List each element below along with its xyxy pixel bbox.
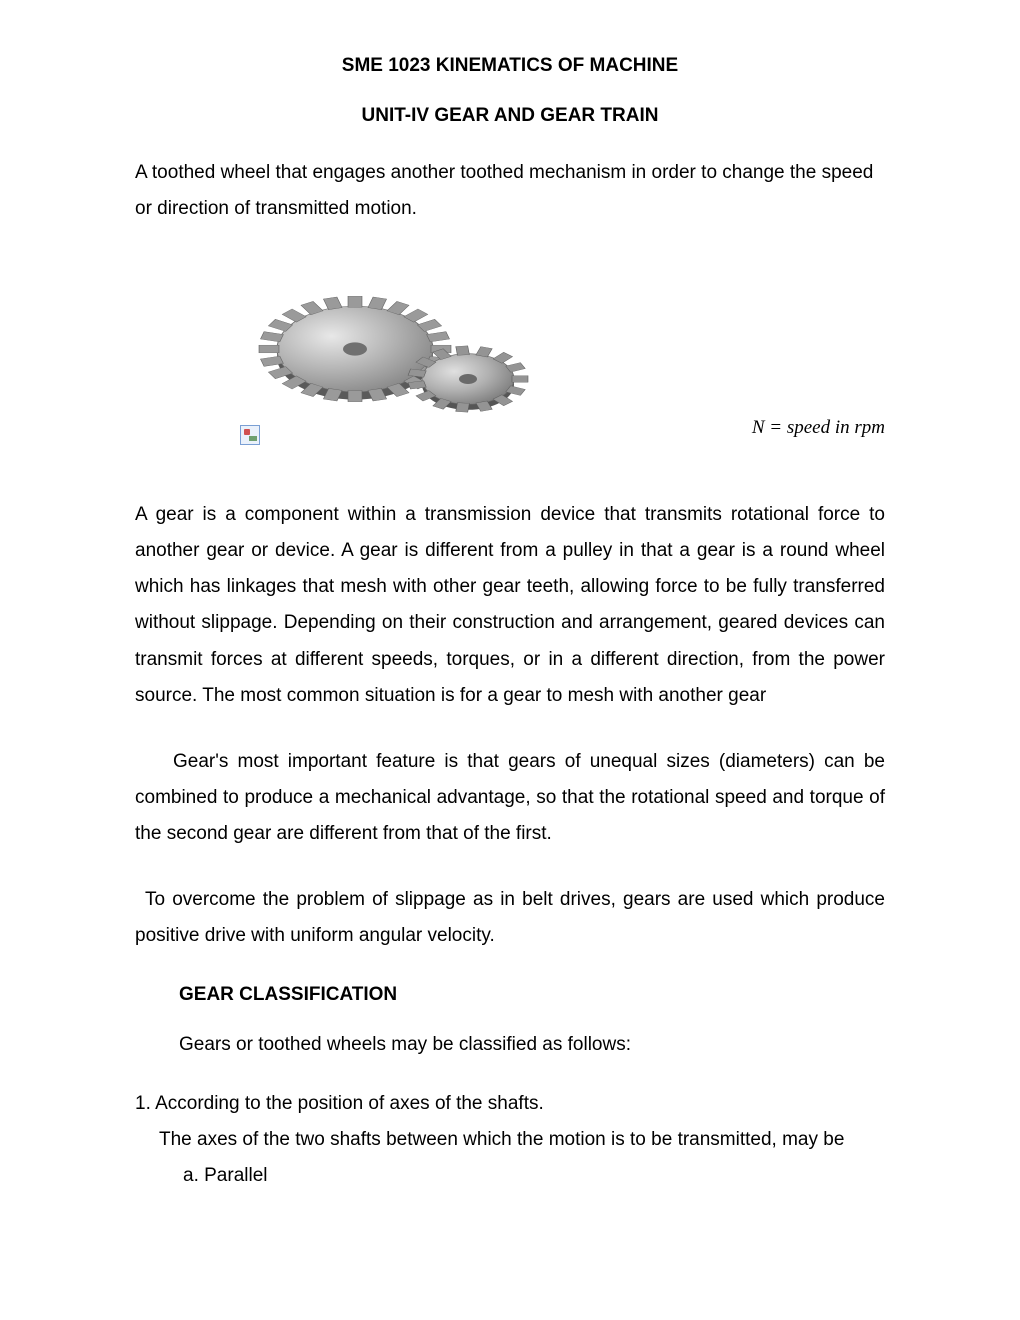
unit-title: UNIT-IV GEAR AND GEAR TRAIN	[135, 105, 885, 127]
paragraph-2: Gear's most important feature is that ge…	[135, 744, 885, 852]
paragraph-3: To overcome the problem of slippage as i…	[135, 882, 885, 954]
broken-image-icon	[240, 425, 260, 445]
document-page: SME 1023 KINEMATICS OF MACHINE UNIT-IV G…	[0, 0, 1020, 1320]
classification-heading: GEAR CLASSIFICATION	[179, 984, 885, 1006]
figure-row: N = speed in rpm	[135, 257, 885, 447]
classification-item-1: 1. According to the position of axes of …	[135, 1086, 885, 1122]
course-title: SME 1023 KINEMATICS OF MACHINE	[135, 55, 885, 77]
gears-illustration	[230, 257, 540, 447]
gear-figure	[230, 257, 540, 447]
classification-item-1-desc: The axes of the two shafts between which…	[159, 1122, 885, 1158]
classification-item-1a: a. Parallel	[183, 1158, 885, 1194]
figure-caption: N = speed in rpm	[752, 417, 885, 447]
paragraph-1: A gear is a component within a transmiss…	[135, 497, 885, 714]
classification-intro: Gears or toothed wheels may be classifie…	[179, 1034, 885, 1056]
intro-paragraph: A toothed wheel that engages another too…	[135, 155, 885, 227]
